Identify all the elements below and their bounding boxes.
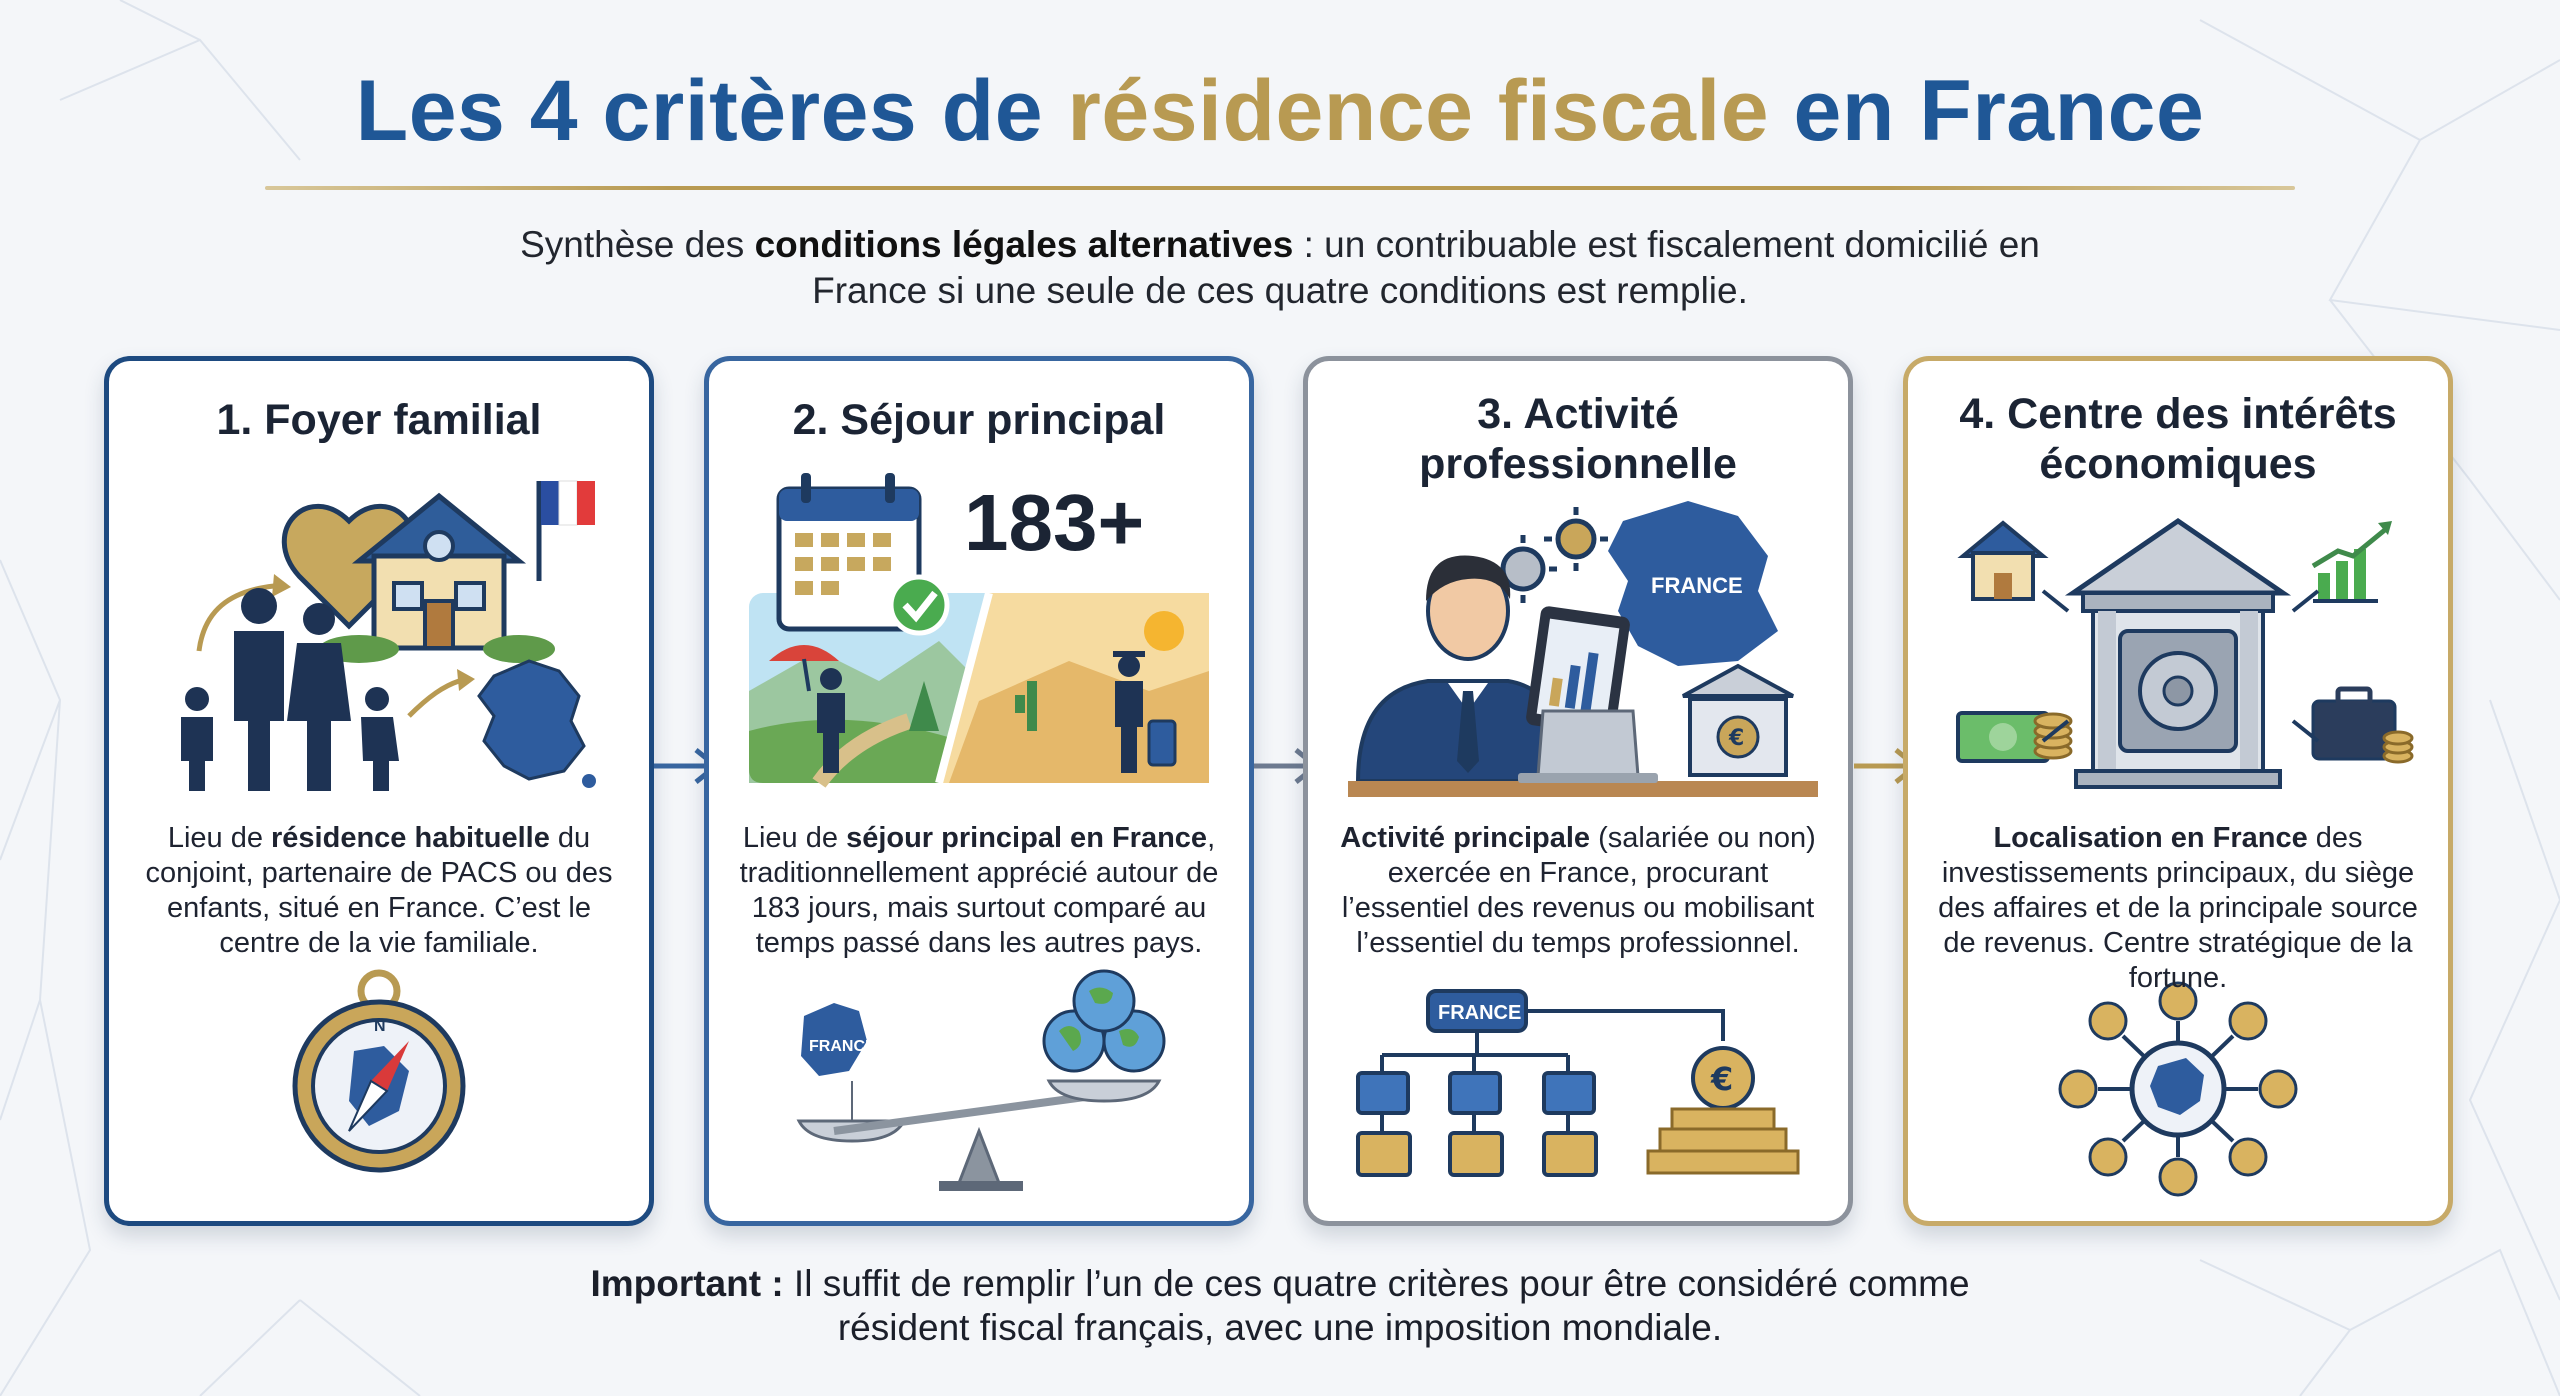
desc-post: du conjoint, partenaire de PACS ou des e… [145, 822, 613, 959]
card-sejour-principal: 2. Séjour principal [704, 356, 1254, 1226]
card-title: 1. Foyer familial [216, 396, 542, 444]
globes-icon [1042, 969, 1166, 1073]
title-part2: en France [1769, 63, 2205, 159]
svg-text:€: € [1710, 1060, 1733, 1098]
subtitle-bold: conditions légales alternatives [754, 224, 1294, 265]
footer-note: Important : Il suffit de remplir l’un de… [560, 1262, 2000, 1350]
card-description: Lieu de séjour principal en France, trad… [739, 821, 1219, 961]
bank-vault-icon [2064, 517, 2292, 789]
card-title: 2. Séjour principal [792, 396, 1166, 444]
card-illustration [1956, 517, 2414, 1197]
briefcase-icon [2311, 686, 2414, 764]
desc-bold: Localisation en France [1993, 822, 2308, 854]
subtitle-post: : un contribuable est fiscalement domici… [812, 224, 2040, 311]
title-highlight: résidence fiscale [1067, 63, 1770, 159]
family-icon [181, 588, 399, 791]
growth-chart-icon [2311, 521, 2392, 603]
card-illustration: FRANCE [749, 473, 1209, 1191]
footer-bold: Important : [590, 1263, 784, 1304]
compass-icon: N [292, 969, 466, 1173]
svg-text:N: N [374, 1018, 386, 1035]
desc-bold: séjour principal en France [846, 822, 1208, 854]
card-description: Localisation en France des investissemen… [1938, 821, 2418, 996]
desc-pre: Lieu de [742, 822, 847, 854]
card-description: Lieu de résidence habituelle du conjoint… [139, 821, 619, 961]
french-flag-icon [536, 480, 595, 581]
house-icon [319, 492, 555, 663]
desc-bold: résidence habituelle [271, 822, 550, 854]
card-illustration: N [181, 480, 596, 1173]
desc-post: des investissements principaux, du siège… [1938, 822, 2418, 994]
businessman-icon [1355, 555, 1571, 783]
desc-bold: Activité principale [1340, 822, 1591, 854]
card-title: 4. Centre des intérêts économiques [1959, 390, 2397, 488]
map-label: FRANCE [1651, 573, 1743, 598]
desc-post: , traditionnellement apprécié autour de … [739, 822, 1219, 959]
bank-euro-icon: € [1682, 663, 1794, 777]
coin-stack-icon: € [1646, 1046, 1800, 1175]
laptop-icon [1518, 709, 1658, 783]
page-title: Les 4 critères de résidence fiscale en F… [0, 62, 2560, 161]
money-icon [1956, 711, 2073, 763]
card-foyer-familial: 1. Foyer familial [104, 356, 654, 1226]
org-chart-label: FRANCE [1438, 1002, 1521, 1024]
desc-pre: Lieu de [167, 822, 272, 854]
map-label: FRANCE [809, 1038, 876, 1055]
days-badge: 183+ [964, 478, 1145, 567]
check-icon [888, 574, 950, 636]
subtitle: Synthèse des conditions légales alternat… [480, 222, 2080, 314]
traveler-scene [749, 591, 1209, 788]
hub-network-icon [2058, 981, 2298, 1197]
footer-rest: Il suffit de remplir l’un de ces quatre … [783, 1263, 1970, 1348]
calendar-icon [776, 473, 922, 632]
subtitle-pre: Synthèse des [520, 224, 755, 265]
org-chart-icon [1356, 989, 1725, 1177]
title-underline [265, 186, 2295, 190]
card-title: 3. Activité professionnelle [1419, 390, 1737, 488]
svg-text:€: € [1728, 726, 1744, 751]
card-centre-interets-economiques: 4. Centre des intérêts économiques [1903, 356, 2453, 1226]
desc-post: (salariée ou non) exercée en France, pro… [1341, 822, 1816, 959]
title-part1: Les 4 critères de [355, 63, 1068, 159]
house-icon [1957, 520, 2049, 601]
france-map-icon: FRANCE [1608, 501, 1778, 666]
card-activite-professionnelle: 3. Activité professionnelle FRANCE [1303, 356, 1853, 1226]
balance-scale-icon: FRANCE [796, 1003, 1162, 1191]
tablet-chart-icon [1526, 606, 1630, 736]
card-description: Activité principale (salariée ou non) ex… [1338, 821, 1818, 961]
card-illustration: FRANCE [1348, 501, 1818, 1177]
france-map-icon [477, 659, 596, 788]
